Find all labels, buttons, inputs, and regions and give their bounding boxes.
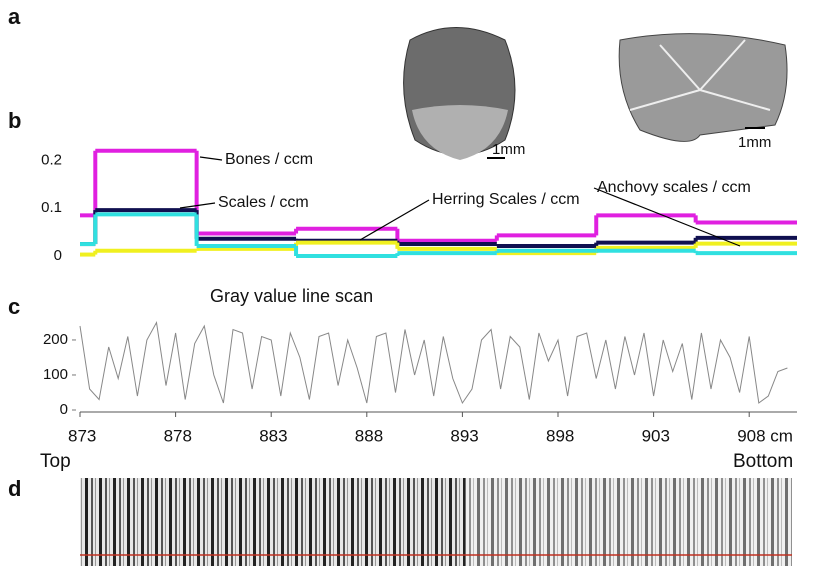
x-tick-label: 888 xyxy=(355,426,383,445)
label-arrow xyxy=(200,157,222,160)
scale-bar-label: 1mm xyxy=(738,134,771,151)
x-tick-label: 878 xyxy=(164,426,192,445)
panel-label: b xyxy=(8,108,21,133)
panel-label: c xyxy=(8,294,20,319)
series-label: Anchovy scales / ccm xyxy=(597,179,751,196)
series-label: Scales / ccm xyxy=(218,194,309,211)
panel-label: d xyxy=(8,476,21,501)
y-tick-label: 200 xyxy=(43,331,68,348)
y-tick-label: 0.1 xyxy=(41,199,62,216)
y-tick-label: 0 xyxy=(54,247,62,264)
x-tick-label: 893 xyxy=(450,426,478,445)
y-tick-label: 100 xyxy=(43,366,68,383)
series-label: Bones / ccm xyxy=(225,151,313,168)
panel-label: a xyxy=(8,4,21,29)
label-arrow xyxy=(360,200,429,240)
core-bottom-label: Bottom xyxy=(733,451,793,472)
y-tick-label: 0.2 xyxy=(41,151,62,168)
figure: a b c d 1mm 1mm Top Bottom Gray value li… xyxy=(0,0,823,573)
core-top-label: Top xyxy=(40,451,71,472)
core-image-shade xyxy=(465,478,792,566)
y-tick-label: 0 xyxy=(60,401,68,418)
series-label: Herring Scales / ccm xyxy=(432,191,580,208)
x-tick-label: 908 cm xyxy=(737,426,793,445)
scale-bar-label: 1mm xyxy=(492,141,525,158)
line-series xyxy=(80,323,787,404)
x-tick-label: 898 xyxy=(546,426,574,445)
x-tick-label: 883 xyxy=(259,426,287,445)
chart-title: Gray value line scan xyxy=(210,286,373,306)
x-tick-label: 873 xyxy=(68,426,96,445)
x-tick-label: 903 xyxy=(642,426,670,445)
